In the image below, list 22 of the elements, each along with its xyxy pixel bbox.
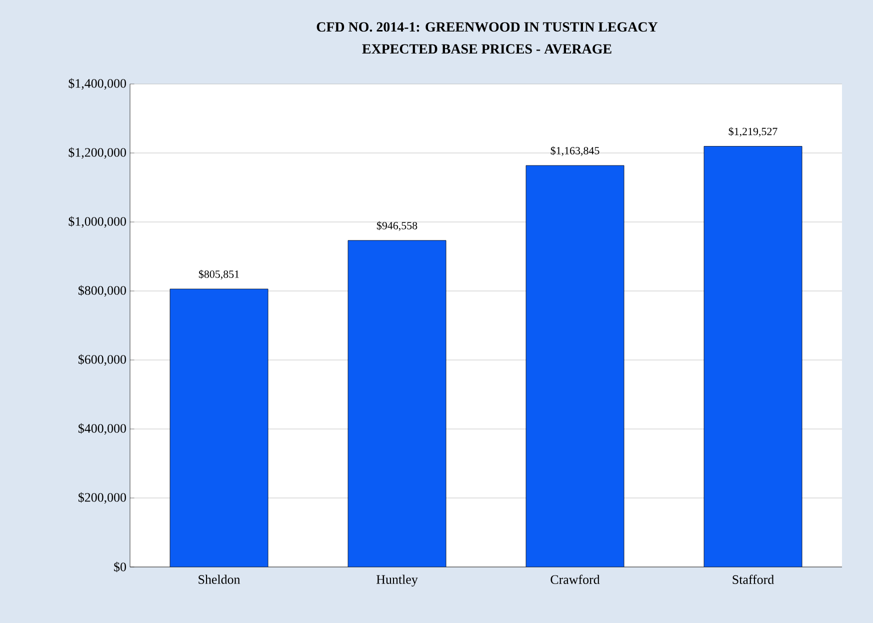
data-label: $1,219,527 bbox=[728, 127, 778, 137]
y-tick-label: $800,000 bbox=[78, 285, 126, 297]
x-tick-label: Huntley bbox=[376, 574, 418, 587]
data-label: $946,558 bbox=[376, 221, 418, 231]
x-tick-label: Stafford bbox=[732, 574, 774, 584]
y-tick-label: $1,400,000 bbox=[68, 78, 126, 90]
bar bbox=[170, 288, 268, 567]
x-tick-label: Crawford bbox=[550, 574, 600, 584]
x-tick-label: Sheldon bbox=[198, 574, 240, 584]
y-tick-label: $0 bbox=[114, 562, 126, 572]
bar bbox=[348, 240, 446, 567]
bar bbox=[526, 165, 624, 567]
data-label: $1,163,845 bbox=[550, 146, 600, 156]
data-label: $805,851 bbox=[198, 270, 239, 280]
y-tick-label: $200,000 bbox=[78, 492, 126, 504]
y-tick-label: $600,000 bbox=[78, 354, 126, 366]
y-tick-label: $1,000,000 bbox=[68, 216, 126, 228]
bar bbox=[704, 146, 802, 567]
chart-title: CFD NO. 2014-1: GREENWOOD IN TUSTIN LEGACY bbox=[316, 22, 658, 32]
y-tick-label: $400,000 bbox=[78, 423, 126, 435]
y-tick-label: $1,200,000 bbox=[68, 147, 126, 159]
chart-subtitle: EXPECTED BASE PRICES - AVERAGE bbox=[362, 44, 612, 54]
